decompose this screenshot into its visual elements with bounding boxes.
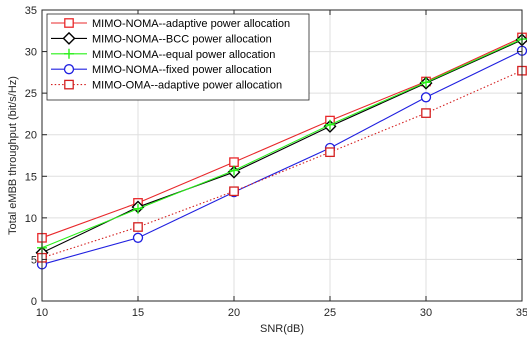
legend-label: MIMO-NOMA--adaptive power allocation — [92, 18, 290, 30]
series-5-point-square-marker — [229, 186, 239, 197]
legend-label: MIMO-OMA--adaptive power allocation — [92, 80, 282, 92]
series-4-point-circle-marker — [420, 92, 432, 103]
legend-entry: MIMO-NOMA--equal power allocation — [51, 49, 275, 61]
legend-label: MIMO-NOMA--BCC power allocation — [92, 33, 272, 45]
y-axis-title: Total eMBB throughput (bit/s/Hz) — [7, 76, 19, 235]
series-3-point-plus-marker — [421, 77, 431, 88]
series-3-line — [41, 38, 523, 249]
x-tick-label: 15 — [132, 307, 144, 319]
legend-entry: MIMO-NOMA--BCC power allocation — [51, 31, 272, 45]
series-3-point-plus-marker — [133, 203, 143, 214]
legend-entry: MIMO-NOMA--adaptive power allocation — [51, 18, 290, 30]
x-tick-label: 10 — [36, 307, 48, 319]
series-5-point-square-marker — [325, 147, 335, 158]
legend-square-marker — [64, 79, 74, 90]
y-tick-label: 5 — [31, 254, 37, 266]
y-tick-label: 25 — [25, 88, 37, 100]
x-tick-label: 20 — [228, 307, 240, 319]
x-tick-label: 35 — [516, 307, 527, 319]
legend-diamond-marker — [62, 31, 76, 45]
y-tick-label: 15 — [25, 171, 37, 183]
plot-frame — [41, 9, 523, 302]
legend-box — [46, 13, 310, 101]
legend-square-marker — [64, 18, 74, 28]
legend-label: MIMO-NOMA--fixed power allocation — [92, 64, 272, 76]
legend-label: MIMO-NOMA--equal power allocation — [92, 49, 275, 61]
series-4-line — [41, 50, 523, 265]
y-tick-label: 0 — [31, 296, 37, 308]
series-3 — [37, 34, 527, 253]
series-4-point-circle-marker — [132, 232, 144, 243]
axis-ticks: 10 15 20 25 30 35 0 5 10 15 20 25 30 35 — [25, 5, 527, 319]
x-axis-title: SNR(dB) — [260, 323, 304, 335]
series-3-point-plus-marker — [325, 119, 335, 130]
y-tick-label: 10 — [25, 213, 37, 225]
series-5-point-square-marker — [133, 222, 143, 232]
legend-circle-marker — [63, 64, 75, 75]
series-5-point-square-marker — [421, 108, 431, 118]
y-tick-label: 30 — [25, 47, 37, 59]
legend-plus-marker — [64, 48, 74, 59]
x-tick-label: 30 — [420, 307, 432, 319]
series-3-point-plus-marker — [229, 165, 239, 176]
x-tick-label: 25 — [324, 307, 336, 319]
y-tick-label: 20 — [25, 130, 37, 142]
series-1-line — [41, 36, 523, 239]
y-tick-label: 35 — [25, 5, 37, 17]
series-layer — [35, 32, 527, 270]
series-1-point-square-marker — [229, 157, 239, 168]
legend-entry: MIMO-NOMA--fixed power allocation — [51, 64, 272, 76]
legend: MIMO-NOMA--adaptive power allocation MIMO… — [46, 13, 310, 101]
legend-entry: MIMO-OMA--adaptive power allocation — [51, 80, 282, 92]
